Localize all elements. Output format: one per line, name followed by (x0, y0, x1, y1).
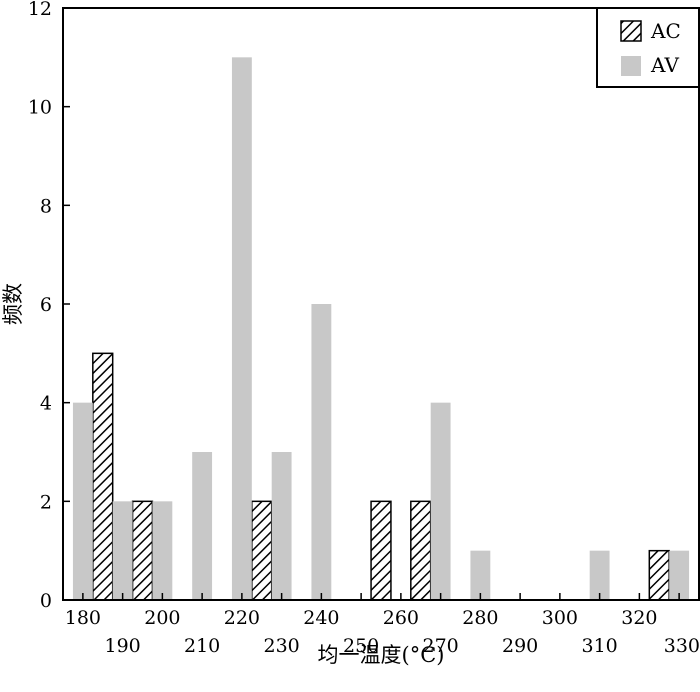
x-tick-label: 200 (144, 607, 180, 629)
x-tick-label: 230 (263, 635, 299, 657)
legend-swatch-ac (620, 20, 642, 42)
x-tick-label: 180 (65, 607, 101, 629)
bar-ac-265 (410, 500, 432, 601)
legend-label-ac: AC (650, 19, 681, 43)
x-tick-label: 260 (383, 607, 419, 629)
y-tick-label: 0 (40, 590, 52, 612)
bar-ac-225 (251, 500, 273, 601)
x-tick-label: 280 (462, 607, 498, 629)
bar-av-220 (231, 57, 252, 601)
bar-av-310 (589, 550, 610, 600)
bar-av-230 (271, 452, 292, 600)
bar-av-330 (669, 550, 690, 600)
x-tick-label: 320 (621, 607, 657, 629)
bar-ac-325 (648, 549, 670, 601)
x-tick-label: 220 (224, 607, 260, 629)
y-tick-label: 12 (28, 0, 52, 20)
x-tick-label: 190 (104, 635, 140, 657)
x-tick-label: 300 (542, 607, 578, 629)
bar-ac-255 (370, 500, 392, 601)
y-tick-label: 10 (28, 97, 52, 119)
legend-box (596, 7, 700, 88)
bar-av-240 (311, 304, 332, 600)
x-tick-label: 250 (343, 635, 379, 657)
bar-av-270 (430, 402, 451, 600)
x-tick-label: 290 (502, 635, 538, 657)
bar-av-180 (72, 402, 93, 600)
bars-layer (72, 57, 690, 601)
x-tick-label: 330 (664, 635, 700, 657)
x-tick-label: 210 (184, 635, 220, 657)
legend-swatch-av (621, 56, 641, 76)
bar-av-210 (192, 452, 213, 600)
bar-av-280 (470, 550, 491, 600)
bar-ac-185 (92, 352, 114, 601)
y-axis-label: 频数 (1, 283, 25, 325)
ticks-layer: 1801902002102202302402502602702802903003… (28, 0, 700, 657)
bar-av-200 (152, 501, 173, 600)
y-tick-label: 8 (40, 195, 52, 217)
x-tick-label: 240 (303, 607, 339, 629)
y-tick-label: 2 (40, 491, 52, 513)
legend: AC AV (596, 7, 700, 88)
y-tick-label: 6 (40, 294, 52, 316)
bar-ac-195 (131, 500, 154, 601)
x-axis-label: 均一温度(°C) (318, 643, 445, 667)
x-tick-label: 310 (581, 635, 617, 657)
y-tick-label: 4 (40, 393, 52, 415)
x-tick-label: 270 (422, 635, 458, 657)
legend-label-av: AV (650, 53, 679, 77)
bar-av-190 (112, 501, 133, 600)
